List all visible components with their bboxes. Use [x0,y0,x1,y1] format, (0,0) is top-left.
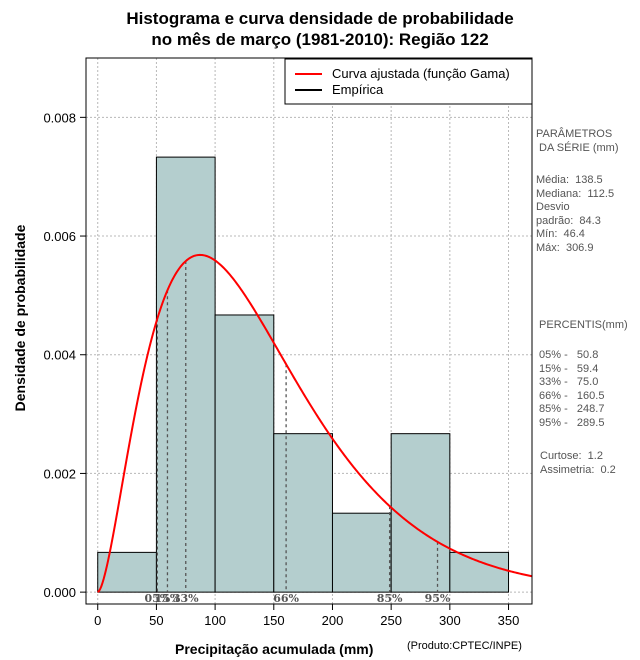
params-values: Média: 138.5 Mediana: 112.5 Desvio padrã… [536,174,615,254]
x-tick-label: 50 [149,613,163,628]
percentis-title: PERCENTIS(mm) [536,319,628,331]
legend-label: Empírica [332,82,384,97]
x-tick-label: 100 [204,613,226,628]
histogram-bar [449,551,510,593]
percentile-marker-label: 33% [173,592,199,605]
percentile-marker-label: 66% [273,592,299,605]
x-tick-label: 200 [322,613,344,628]
params-title: PARÂMETROS DA SÉRIE (mm) [536,128,619,154]
histogram-bar [273,433,333,593]
chart-title-line1: Histograma e curva densidade de probabil… [126,9,514,28]
x-tick-label: 150 [263,613,285,628]
y-tick-label: 0.004 [43,348,76,363]
x-axis-label: Precipitação acumulada (mm) [175,641,374,657]
percentis-values: 05% - 50.8 15% - 59.4 33% - 75.0 66% - 1… [539,349,605,429]
histogram-bar [331,512,392,593]
legend-label: Curva ajustada (função Gama) [332,66,510,81]
percentile-marker-label: 15% [155,592,181,605]
y-tick-label: 0.006 [43,229,76,244]
percentile-marker-label: 95% [425,592,451,605]
histogram-bar [214,314,275,593]
percentile-marker-label: 05% [144,592,170,605]
percentile-marker-label: 85% [377,592,403,605]
x-tick-label: 250 [380,613,402,628]
y-tick-label: 0.008 [43,110,76,125]
histogram-bar [390,433,451,593]
legend-box [284,58,533,105]
x-tick-label: 300 [439,613,461,628]
y-axis-label: Densidade de probabilidade [12,224,28,412]
stats-values: Curtose: 1.2 Assimetria: 0.2 [540,450,616,476]
gamma-fit-curve [97,253,532,593]
plot-frame [85,57,533,605]
source-note: (Produto:CPTEC/INPE) [407,640,522,652]
chart-title-line2: no mês de março (1981-2010): Região 122 [151,30,489,49]
histogram-bar [97,551,157,593]
x-tick-label: 0 [94,613,101,628]
x-tick-label: 350 [498,613,520,628]
y-tick-label: 0.000 [43,585,76,600]
y-tick-label: 0.002 [43,466,76,481]
